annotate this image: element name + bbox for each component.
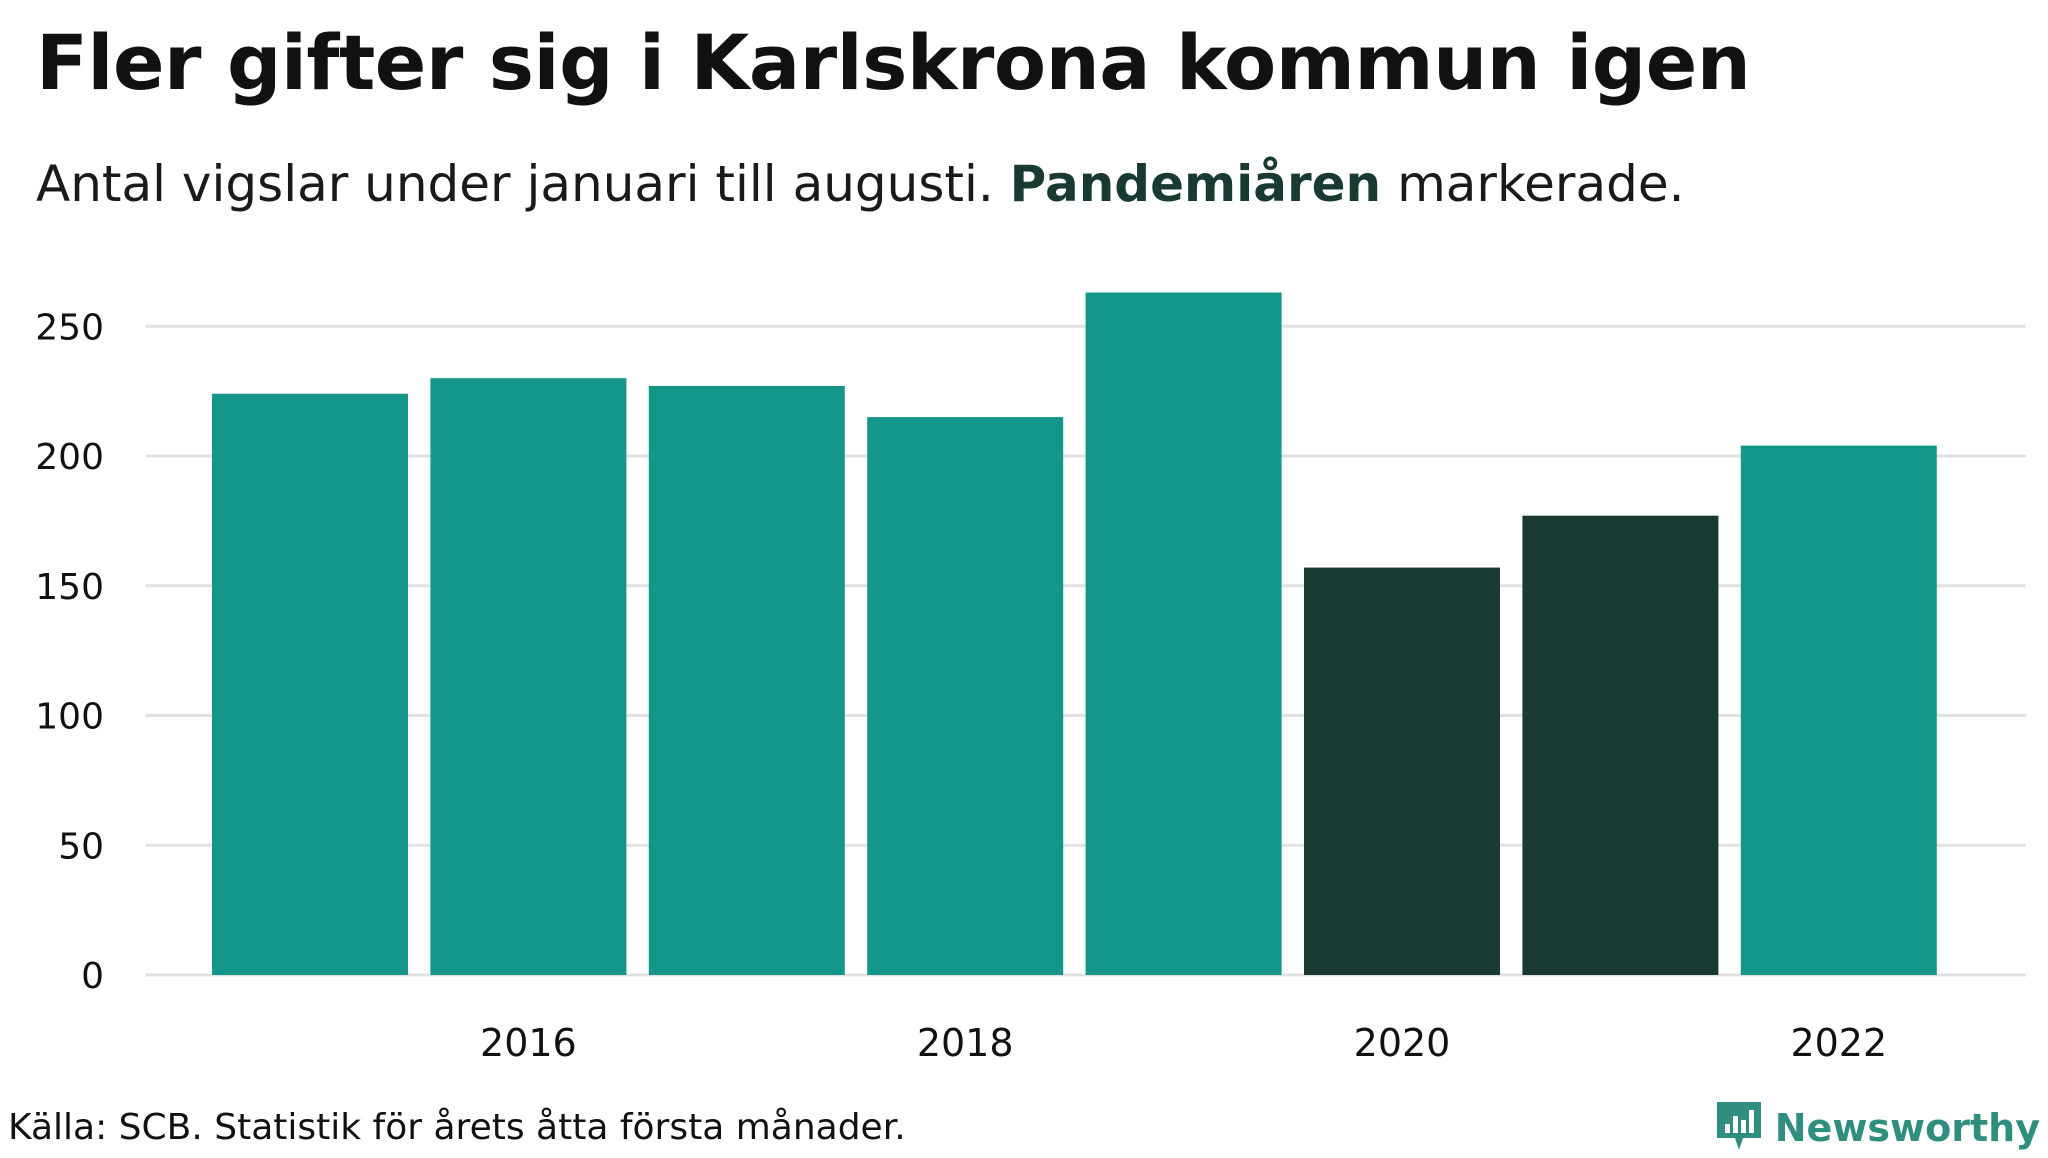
x-tick-label: 2016 xyxy=(480,1021,577,1060)
bar-2016[interactable] xyxy=(430,378,627,975)
y-tick-label: 0 xyxy=(81,956,104,997)
y-tick-label: 150 xyxy=(35,567,104,608)
x-tick-label: 2020 xyxy=(1354,1021,1451,1060)
bar-2021[interactable] xyxy=(1522,515,1719,975)
subtitle-suffix: markerade. xyxy=(1397,155,1685,213)
x-axis: 2016 2018 2020 2022 xyxy=(480,1021,1887,1060)
bar-2015[interactable] xyxy=(212,393,408,976)
source-note: Källa: SCB. Statistik för årets åtta för… xyxy=(8,1107,906,1148)
bar-2019[interactable] xyxy=(1085,292,1282,975)
x-tick-label: 2022 xyxy=(1790,1021,1887,1060)
y-tick-label: 250 xyxy=(35,307,104,348)
chart-subtitle: Antal vigslar under januari till augusti… xyxy=(36,155,1685,213)
subtitle-text: Antal vigslar under januari till augusti… xyxy=(36,155,994,213)
bar-2018[interactable] xyxy=(867,417,1064,975)
x-tick-label: 2018 xyxy=(917,1021,1014,1060)
subtitle-highlight: Pandemiåren xyxy=(1009,155,1382,213)
bar-2020[interactable] xyxy=(1304,567,1500,975)
y-tick-label: 50 xyxy=(58,826,104,867)
bar-chart: 0 50 100 150 200 250 2016 2018 2020 2022 xyxy=(35,292,2026,1060)
brand-logo[interactable]: Newsworthy xyxy=(1713,1098,2040,1158)
bar-2017[interactable] xyxy=(648,385,845,975)
newsworthy-logo-icon xyxy=(1713,1098,1765,1158)
bar-layer xyxy=(212,292,1937,976)
y-axis: 0 50 100 150 200 250 xyxy=(35,307,104,997)
brand-name: Newsworthy xyxy=(1774,1106,2040,1150)
chart-title: Fler gifter sig i Karlskrona kommun igen xyxy=(36,18,1751,107)
y-tick-label: 200 xyxy=(35,437,104,478)
bar-2022[interactable] xyxy=(1740,445,1937,975)
y-tick-label: 100 xyxy=(35,697,104,738)
